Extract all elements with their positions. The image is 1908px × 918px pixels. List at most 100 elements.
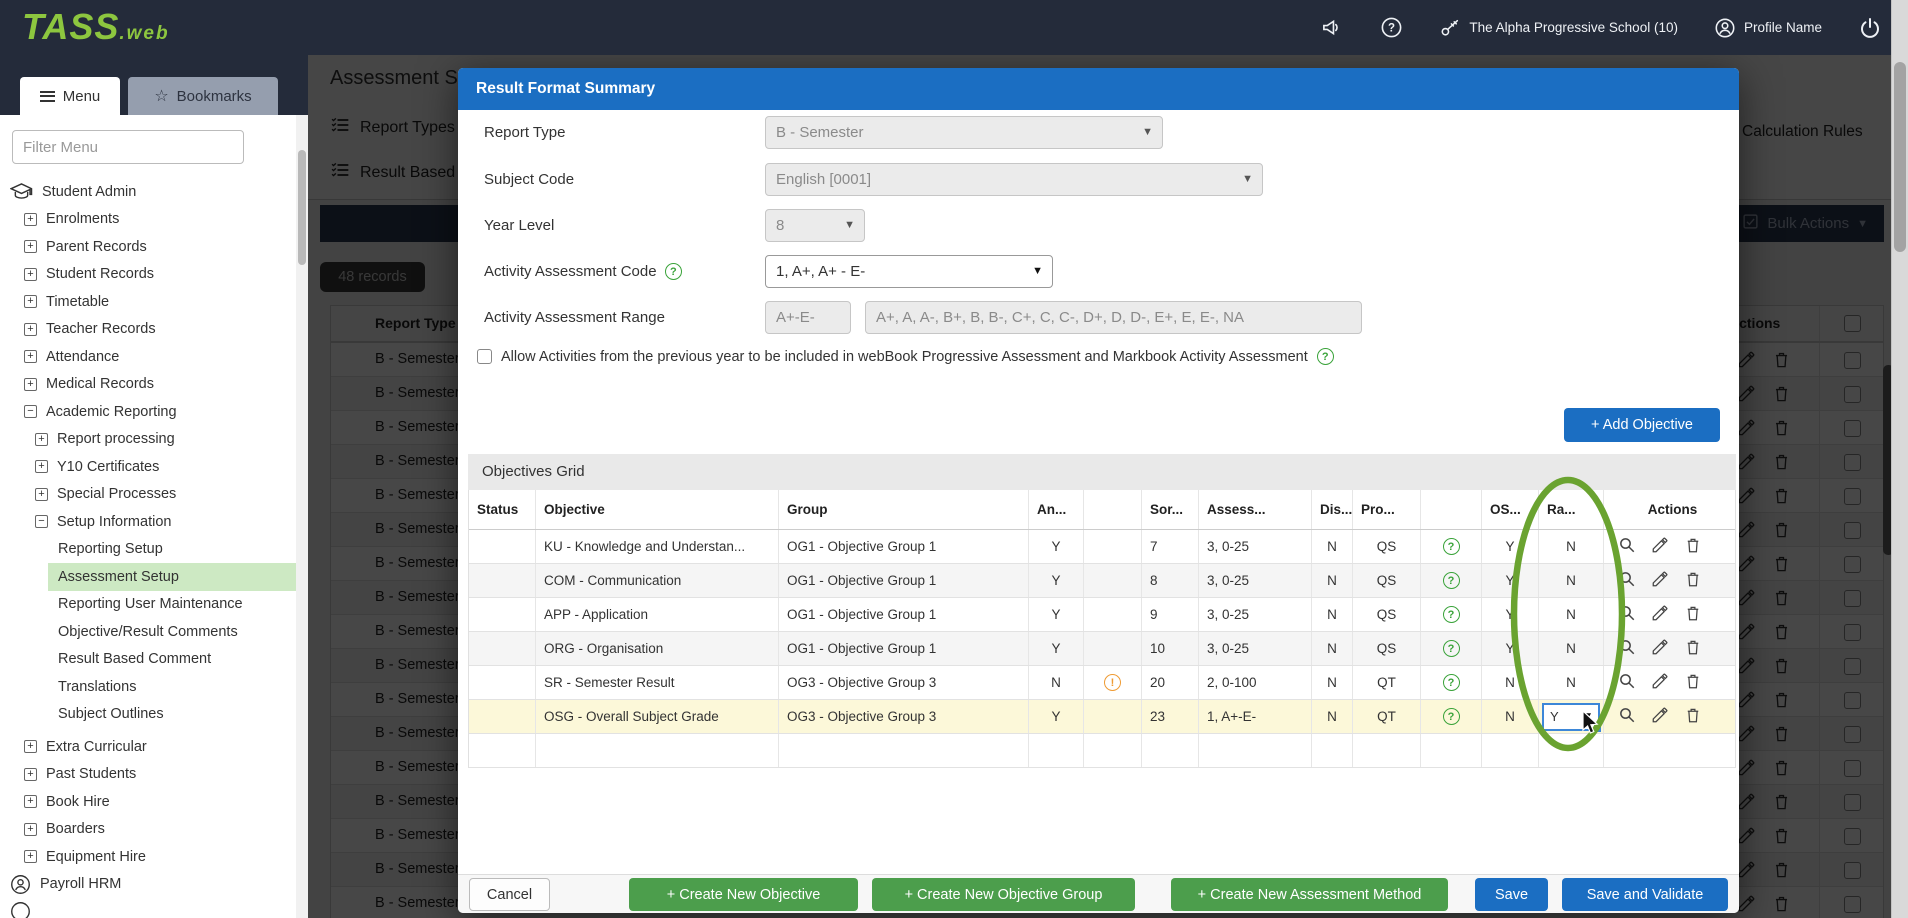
sidebar-scrollbar-thumb[interactable] [298,150,306,265]
sidebar-item-objective-result-comments[interactable]: Objective/Result Comments [58,623,238,640]
expand-icon[interactable]: + [35,487,48,501]
sidebar-item-boarders[interactable]: + Boarders [0,816,296,844]
sidebar-item-attendance[interactable]: + Attendance [0,343,296,371]
profile-menu[interactable]: Profile Name [1714,17,1822,39]
sidebar-item-result-based-comment[interactable]: Result Based Comment [58,651,212,668]
expand-icon[interactable]: + [24,767,37,781]
page-scrollbar-thumb[interactable] [1894,62,1906,252]
sidebar-item-timetable[interactable]: + Timetable [0,288,296,316]
sidebar-item-student-admin[interactable]: Student Admin [0,178,296,206]
objective-row-selected: OSG - Overall Subject Grade OG3 - Object… [469,700,1735,734]
view-icon[interactable] [1618,638,1636,659]
page-scrollbar[interactable] [1891,0,1908,918]
edit-icon[interactable] [1651,536,1669,557]
sidebar-item-special-processes[interactable]: + Special Processes [0,481,296,509]
sidebar-item-assessment-setup[interactable]: Assessment Setup [0,563,296,591]
help-circle-icon[interactable]: ? [1442,674,1460,691]
sidebar-item-book-hire[interactable]: + Book Hire [0,788,296,816]
sidebar-scrollbar[interactable] [296,115,308,918]
save-button[interactable]: Save [1475,878,1548,911]
delete-icon[interactable] [1684,672,1702,693]
help-circle-icon[interactable]: ? [1316,348,1334,365]
activity-range-full-input: A+, A, A-, B+, B, B-, C+, C, C-, D+, D, … [865,301,1362,334]
warning-icon[interactable]: ! [1104,674,1121,691]
sidebar-item-past-students[interactable]: + Past Students [0,761,296,789]
power-icon[interactable] [1858,16,1882,40]
delete-icon[interactable] [1684,570,1702,591]
sidebar-item-equipment-hire[interactable]: + Equipment Hire [0,843,296,871]
tab-menu[interactable]: Menu [20,77,120,115]
collapse-icon[interactable]: − [35,515,48,529]
edit-icon[interactable] [1651,604,1669,625]
create-new-assessment-method-button[interactable]: + Create New Assessment Method [1171,878,1448,911]
sidebar-item-report-processing[interactable]: + Report processing [0,426,296,454]
delete-icon[interactable] [1684,536,1702,557]
cancel-button[interactable]: Cancel [469,878,550,911]
view-icon[interactable] [1618,536,1636,557]
edit-icon[interactable] [1651,672,1669,693]
add-objective-button[interactable]: + Add Objective [1564,408,1720,442]
sidebar-item-setup-information[interactable]: − Setup Information [0,508,296,536]
edit-icon[interactable] [1651,570,1669,591]
sidebar-item-teacher-records[interactable]: + Teacher Records [0,316,296,344]
expand-icon[interactable]: + [35,460,48,474]
collapse-icon[interactable]: − [24,405,37,419]
sidebar-item-translations[interactable]: Translations [58,678,137,695]
expand-icon[interactable]: + [24,212,37,226]
filter-menu-input[interactable] [12,130,244,164]
expand-icon[interactable]: + [35,432,48,446]
announcements-icon[interactable] [1321,16,1344,39]
tab-bookmarks[interactable]: ☆ Bookmarks [128,77,278,115]
delete-icon[interactable] [1684,706,1702,727]
expand-icon[interactable]: + [24,350,37,364]
sidebar-item-reporting-setup[interactable]: Reporting Setup [58,541,163,558]
delete-icon[interactable] [1684,604,1702,625]
help-circle-icon[interactable]: ? [1442,538,1460,555]
school-selector[interactable]: The Alpha Progressive School (10) [1439,17,1678,39]
view-icon[interactable] [1618,570,1636,591]
activity-assessment-code-select[interactable]: 1, A+, A+ - E- ▼ [765,255,1053,288]
help-circle-icon[interactable]: ? [1442,606,1460,623]
tass-logo[interactable]: TASS.web [22,6,170,48]
expand-icon[interactable]: + [24,795,37,809]
view-icon[interactable] [1618,706,1636,727]
create-new-objective-group-button[interactable]: + Create New Objective Group [872,878,1135,911]
help-icon[interactable]: ? [1380,16,1403,39]
expand-icon[interactable]: + [24,240,37,254]
sidebar-item-academic-reporting[interactable]: − Academic Reporting [0,398,296,426]
expand-icon[interactable]: + [24,850,37,864]
allow-activities-checkbox[interactable] [477,349,492,364]
help-circle-icon[interactable]: ? [1442,640,1460,657]
view-icon[interactable] [1618,604,1636,625]
sidebar-item-y10-certificates[interactable]: + Y10 Certificates [0,453,296,481]
expand-icon[interactable]: + [24,322,37,336]
sidebar-item-reporting-user-maintenance[interactable]: Reporting User Maintenance [58,596,243,613]
help-circle-icon[interactable]: ? [1442,708,1460,725]
edit-icon[interactable] [1651,706,1669,727]
edit-icon[interactable] [1651,638,1669,659]
create-new-objective-button[interactable]: + Create New Objective [629,878,858,911]
expand-icon[interactable]: + [24,295,37,309]
chevron-down-icon: ▼ [1032,265,1043,277]
expand-icon[interactable]: + [24,740,37,754]
sidebar-item-parent-records[interactable]: + Parent Records [0,233,296,261]
help-circle-icon[interactable]: ? [1442,572,1460,589]
expand-icon[interactable]: + [24,377,37,391]
ra-dropdown[interactable]: Y ▼ [1542,702,1601,732]
sidebar-item-student-records[interactable]: + Student Records [0,261,296,289]
delete-icon[interactable] [1684,638,1702,659]
view-icon[interactable] [1618,672,1636,693]
expand-icon[interactable]: + [24,267,37,281]
sidebar-item-medical-records[interactable]: + Medical Records [0,371,296,399]
objective-row: ORG - Organisation OG1 - Objective Group… [469,632,1735,666]
expand-icon[interactable]: + [24,822,37,836]
help-circle-icon[interactable]: ? [664,263,682,280]
save-and-validate-button[interactable]: Save and Validate [1562,878,1728,911]
objective-row: COM - Communication OG1 - Objective Grou… [469,564,1735,598]
sidebar-item-enrolments[interactable]: + Enrolments [0,206,296,234]
col-os: OS... [1482,490,1539,529]
sidebar-item-payroll-hrm[interactable]: Payroll HRM [0,871,296,899]
sidebar-item-extra-curricular[interactable]: + Extra Curricular [0,733,296,761]
sidebar-item-subject-outlines[interactable]: Subject Outlines [58,706,164,723]
sidebar-item-partial[interactable] [0,898,296,918]
